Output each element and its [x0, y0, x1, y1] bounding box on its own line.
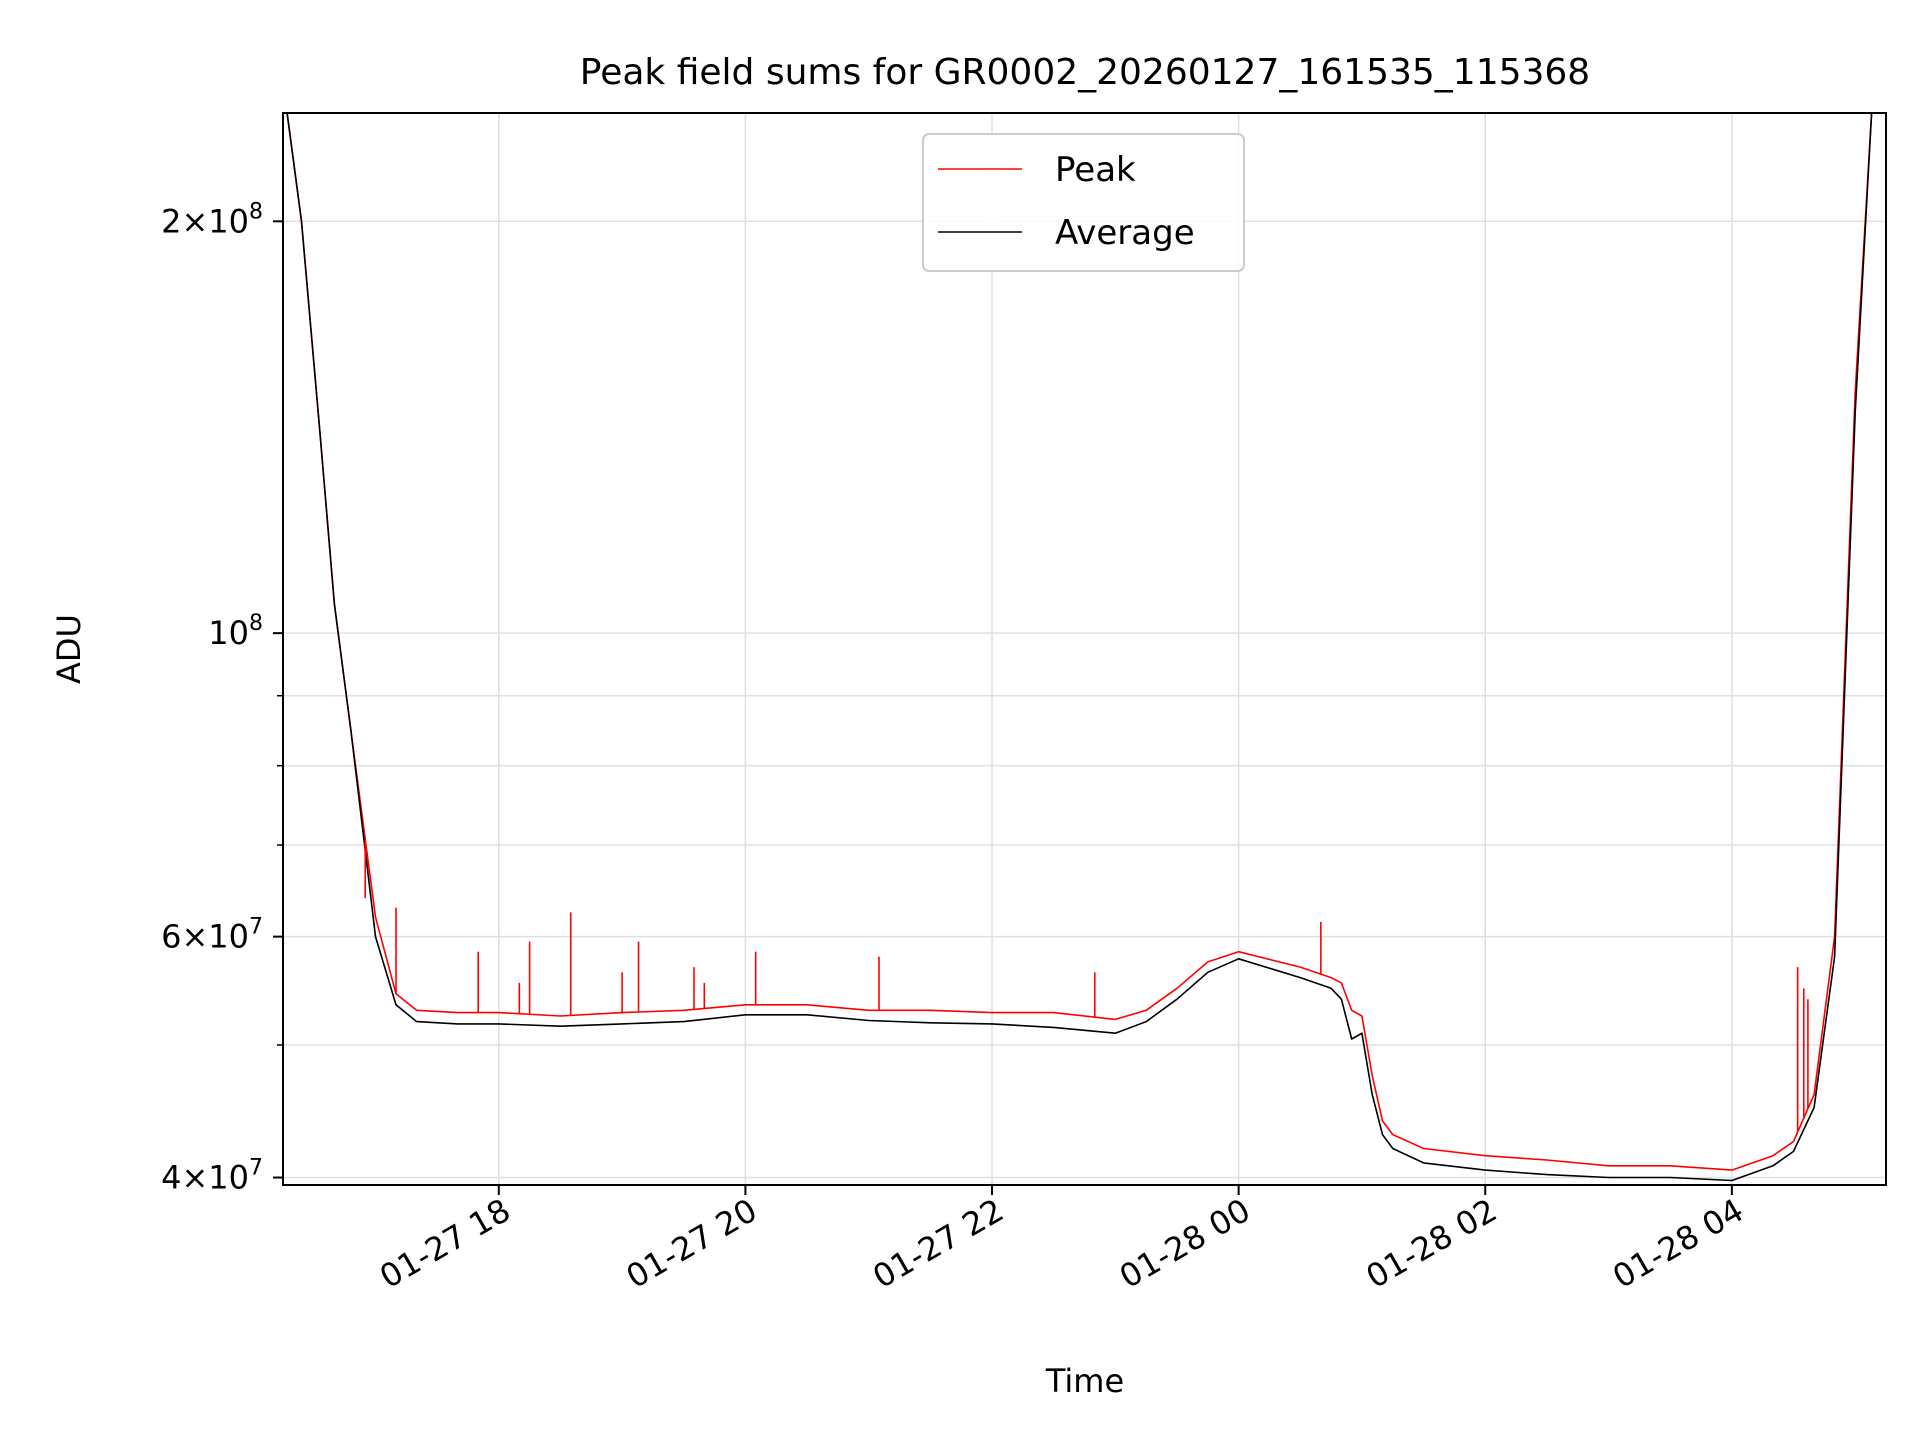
y-tick-label: 4×107: [161, 1156, 263, 1197]
chart-title: Peak field sums for GR0002_20260127_1615…: [580, 52, 1590, 93]
x-axis-label: Time: [1045, 1362, 1124, 1400]
grid: [283, 113, 1886, 1185]
y-axis-label: ADU: [50, 614, 88, 684]
legend-peak-label: Peak: [1055, 150, 1136, 190]
legend: Peak Average: [922, 133, 1245, 272]
y-tick-label: 6×107: [161, 915, 263, 956]
y-tick-label: 2×108: [161, 199, 263, 240]
series-line-peak: [286, 113, 1873, 1171]
plot-area: [286, 113, 1873, 1182]
y-axis: 4×107 6×107 108 2×108: [161, 199, 283, 1197]
legend-average-label: Average: [1055, 213, 1195, 253]
series-line-average: [286, 113, 1873, 1182]
plot-frame: [282, 112, 1887, 1186]
y-tick-label: 108: [208, 611, 263, 652]
